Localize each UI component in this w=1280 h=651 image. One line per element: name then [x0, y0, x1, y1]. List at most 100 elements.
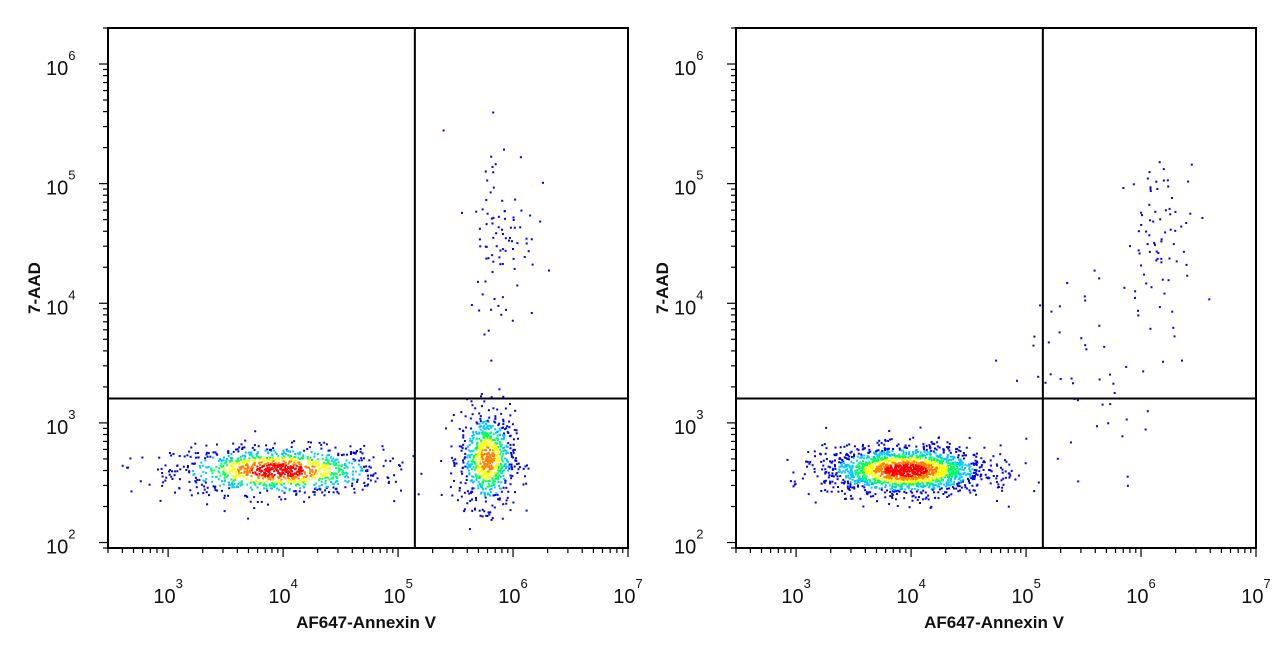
event-dot	[852, 486, 855, 489]
event-dot	[835, 454, 838, 457]
event-dot	[953, 483, 955, 486]
event-dot	[246, 496, 249, 498]
event-dot	[922, 465, 925, 468]
event-dot	[856, 448, 859, 451]
event-dot	[932, 460, 935, 463]
event-dot	[232, 465, 234, 468]
event-dot	[968, 482, 971, 484]
event-dot	[329, 463, 332, 466]
event-dot	[293, 468, 296, 471]
event-dot	[927, 476, 930, 479]
event-dot	[880, 482, 883, 485]
event-dot	[1180, 225, 1183, 228]
event-dot	[463, 457, 466, 460]
event-dot	[894, 486, 897, 489]
event-dot	[297, 477, 300, 480]
event-dot	[282, 449, 285, 452]
event-dot	[130, 490, 133, 493]
event-dot	[269, 459, 272, 462]
event-dot	[956, 472, 959, 475]
event-dot	[1137, 230, 1140, 233]
event-dot	[849, 473, 852, 476]
event-dot	[844, 456, 847, 459]
event-dot	[922, 464, 925, 466]
event-dot	[298, 453, 301, 456]
event-dot	[931, 459, 933, 462]
event-dot	[197, 492, 200, 495]
event-dot	[992, 455, 995, 458]
event-dot	[834, 446, 837, 449]
event-dot	[952, 470, 955, 473]
event-dot	[888, 438, 891, 441]
event-dot	[1172, 326, 1175, 329]
event-dot	[480, 393, 483, 395]
event-dot	[282, 460, 285, 463]
event-dot	[273, 466, 276, 469]
event-dot	[484, 423, 487, 425]
event-dot	[382, 465, 385, 468]
event-dot	[238, 466, 241, 469]
event-dot	[1126, 475, 1129, 478]
event-dot	[500, 490, 503, 493]
event-dot	[259, 470, 262, 473]
event-dot	[1166, 179, 1169, 182]
x-tick-label: 103	[781, 576, 810, 608]
event-dot	[256, 501, 259, 503]
event-dot	[874, 459, 877, 462]
event-dot	[912, 461, 915, 464]
event-dot	[959, 462, 962, 465]
event-dot	[919, 463, 922, 466]
event-dot	[297, 474, 300, 477]
event-dot	[500, 412, 503, 415]
event-dot	[302, 481, 305, 484]
event-dot	[988, 477, 991, 480]
event-dot	[490, 484, 493, 487]
event-dot	[306, 456, 309, 459]
event-dot	[239, 468, 242, 471]
event-dot	[253, 456, 256, 459]
event-dot	[874, 473, 877, 476]
event-dot	[310, 473, 313, 476]
event-dot	[480, 447, 483, 450]
event-dot	[249, 467, 252, 470]
event-dot	[905, 470, 908, 473]
event-dot	[939, 454, 942, 457]
event-dot	[485, 427, 488, 430]
event-dot	[928, 456, 931, 459]
event-dot	[914, 466, 916, 469]
event-dot	[295, 484, 298, 487]
event-dot	[941, 466, 944, 469]
event-dot	[388, 480, 391, 483]
event-dot	[493, 506, 496, 509]
event-dot	[1132, 183, 1135, 186]
event-dot	[878, 479, 881, 482]
event-dot	[471, 475, 474, 478]
event-dot	[353, 460, 356, 463]
event-dot	[954, 474, 957, 477]
event-dot	[191, 462, 194, 465]
event-dot	[257, 477, 260, 480]
event-dot	[321, 457, 324, 460]
event-dot	[273, 474, 276, 476]
event-dot	[946, 476, 949, 478]
event-dot	[278, 472, 281, 474]
event-dot	[1185, 222, 1188, 224]
event-dot	[343, 472, 346, 475]
event-dot	[500, 472, 503, 475]
event-dot	[470, 468, 473, 471]
event-dot	[321, 477, 324, 480]
event-dot	[874, 486, 877, 489]
event-dot	[479, 451, 482, 454]
event-dot	[190, 494, 193, 497]
event-dot	[942, 448, 945, 451]
event-dot	[211, 472, 214, 475]
event-dot	[284, 457, 287, 460]
event-dot	[944, 491, 946, 494]
event-dot	[289, 457, 292, 460]
event-dot	[308, 446, 311, 449]
event-dot	[475, 437, 478, 440]
event-dot	[913, 473, 916, 476]
event-dot	[491, 477, 494, 480]
event-dot	[221, 489, 223, 492]
event-dot	[193, 472, 196, 475]
